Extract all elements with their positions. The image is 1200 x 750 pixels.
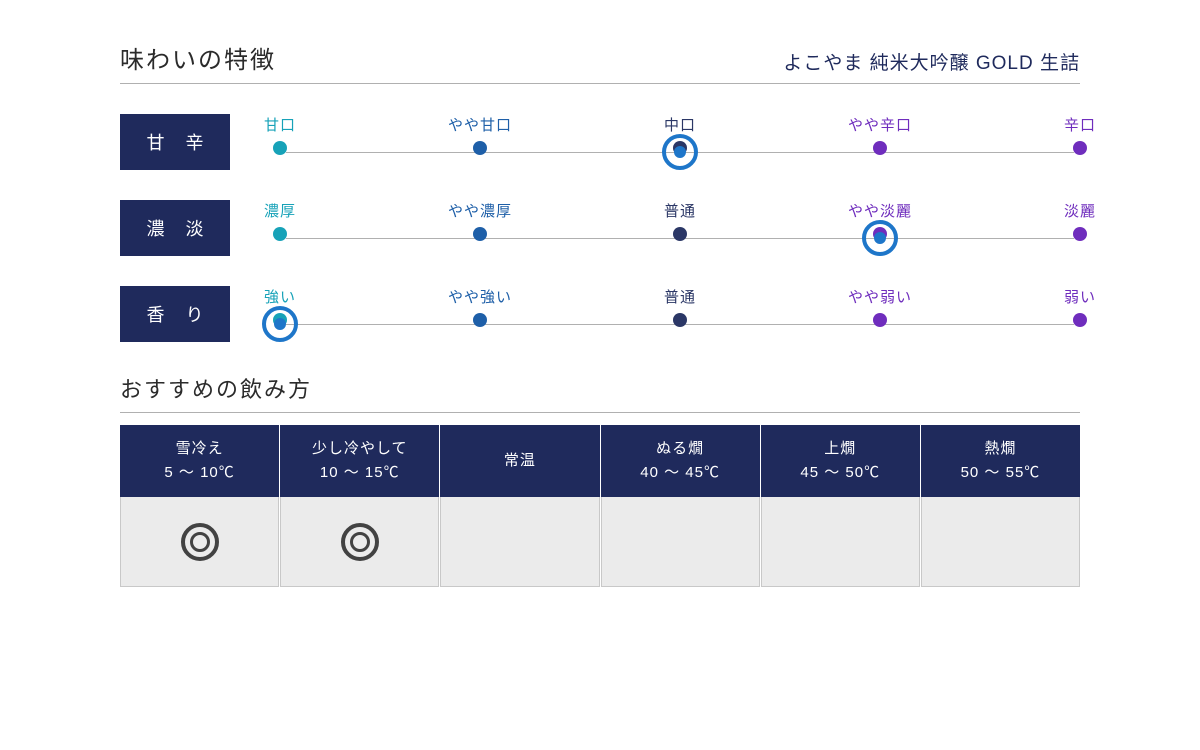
scale-point: やや甘口 (448, 114, 512, 155)
drink-head: ぬる燗40 〜 45℃ (601, 425, 760, 497)
drink-head: 雪冷え5 〜 10℃ (120, 425, 279, 497)
scale-dot (473, 313, 487, 327)
scale-point: 濃厚 (264, 200, 296, 241)
scale-dot (1073, 227, 1087, 241)
scale-point: 弱い (1064, 286, 1096, 327)
drink-column: 少し冷やして10 〜 15℃ (280, 425, 440, 587)
scale-point-label: やや濃厚 (448, 200, 512, 221)
scale-dot (273, 227, 287, 241)
drink-temp: 5 〜 10℃ (164, 461, 234, 485)
scale-point-label: やや弱い (848, 286, 912, 307)
taste-row: 濃 淡濃厚やや濃厚普通やや淡麗淡麗 (120, 200, 1080, 256)
scale-point: 普通 (664, 286, 696, 327)
scale-dot (473, 227, 487, 241)
scale-point-label: 中口 (664, 114, 696, 135)
taste-row: 甘 辛甘口やや甘口中口やや辛口辛口 (120, 114, 1080, 170)
scale-point-label: 淡麗 (1064, 200, 1096, 221)
scale-point-label: やや辛口 (848, 114, 912, 135)
scale-point: やや強い (448, 286, 512, 327)
taste-label: 濃 淡 (120, 200, 230, 256)
scale-dot (673, 313, 687, 327)
drink-name: 熱燗 (984, 437, 1016, 461)
taste-title: 味わいの特徴 (120, 40, 276, 75)
scale-point: 普通 (664, 200, 696, 241)
drink-name: 上燗 (824, 437, 856, 461)
drink-name: ぬる燗 (656, 437, 704, 461)
drink-table: 雪冷え5 〜 10℃少し冷やして10 〜 15℃常温ぬる燗40 〜 45℃上燗4… (120, 425, 1080, 587)
drink-column: 常温 (440, 425, 600, 587)
taste-label: 甘 辛 (120, 114, 230, 170)
drink-temp: 40 〜 45℃ (640, 461, 720, 485)
drink-column: 熱燗50 〜 55℃ (921, 425, 1080, 587)
taste-scale: 甘口やや甘口中口やや辛口辛口 (280, 114, 1080, 170)
recommended-icon (341, 523, 379, 561)
scale-dot (1073, 313, 1087, 327)
taste-header: 味わいの特徴 よこやま 純米大吟醸 GOLD 生詰 (120, 40, 1080, 84)
scale-point-label: 辛口 (1064, 114, 1096, 135)
drink-column: 上燗45 〜 50℃ (761, 425, 921, 587)
taste-label: 香 り (120, 286, 230, 342)
drink-column: 雪冷え5 〜 10℃ (120, 425, 280, 587)
scale-dot (473, 141, 487, 155)
scale-point: 淡麗 (1064, 200, 1096, 241)
scale-point-label: 濃厚 (264, 200, 296, 221)
scale-point-label: やや強い (448, 286, 512, 307)
drink-column: ぬる燗40 〜 45℃ (601, 425, 761, 587)
drink-temp: 10 〜 15℃ (320, 461, 400, 485)
scale-dot (1073, 141, 1087, 155)
scale-point-label: 普通 (664, 286, 696, 307)
taste-rows: 甘 辛甘口やや甘口中口やや辛口辛口濃 淡濃厚やや濃厚普通やや淡麗淡麗香 り強いや… (120, 114, 1080, 342)
drink-head: 少し冷やして10 〜 15℃ (280, 425, 439, 497)
selected-ring-icon (862, 220, 898, 256)
scale-point-label: 弱い (1064, 286, 1096, 307)
taste-row: 香 り強いやや強い普通やや弱い弱い (120, 286, 1080, 342)
scale-dot (673, 227, 687, 241)
scale-point: やや濃厚 (448, 200, 512, 241)
drink-body (280, 497, 439, 587)
drink-name: 雪冷え (176, 437, 224, 461)
scale-point-label: やや淡麗 (848, 200, 912, 221)
drink-body (120, 497, 279, 587)
scale-dot (873, 141, 887, 155)
taste-scale: 濃厚やや濃厚普通やや淡麗淡麗 (280, 200, 1080, 256)
selected-ring-icon (262, 306, 298, 342)
drink-body (601, 497, 760, 587)
drink-body (921, 497, 1080, 587)
drink-head: 上燗45 〜 50℃ (761, 425, 920, 497)
scale-dot (873, 313, 887, 327)
drink-temp: 50 〜 55℃ (961, 461, 1041, 485)
scale-point-label: やや甘口 (448, 114, 512, 135)
selected-ring-icon (662, 134, 698, 170)
scale-point-label: 強い (264, 286, 296, 307)
drink-name: 少し冷やして (312, 437, 408, 461)
drink-head: 常温 (440, 425, 599, 497)
scale-point-label: 普通 (664, 200, 696, 221)
scale-point-label: 甘口 (264, 114, 296, 135)
scale-point: 甘口 (264, 114, 296, 155)
drink-temp: 45 〜 50℃ (800, 461, 880, 485)
scale-point: やや弱い (848, 286, 912, 327)
drink-body (761, 497, 920, 587)
drink-head: 熱燗50 〜 55℃ (921, 425, 1080, 497)
recommended-icon (181, 523, 219, 561)
drink-title: おすすめの飲み方 (120, 372, 312, 404)
scale-dot (273, 141, 287, 155)
drink-name: 常温 (504, 449, 536, 473)
taste-scale: 強いやや強い普通やや弱い弱い (280, 286, 1080, 342)
scale-point: 辛口 (1064, 114, 1096, 155)
drink-section: おすすめの飲み方 雪冷え5 〜 10℃少し冷やして10 〜 15℃常温ぬる燗40… (120, 372, 1080, 587)
drink-body (440, 497, 599, 587)
product-name: よこやま 純米大吟醸 GOLD 生詰 (783, 48, 1080, 75)
scale-point: やや辛口 (848, 114, 912, 155)
